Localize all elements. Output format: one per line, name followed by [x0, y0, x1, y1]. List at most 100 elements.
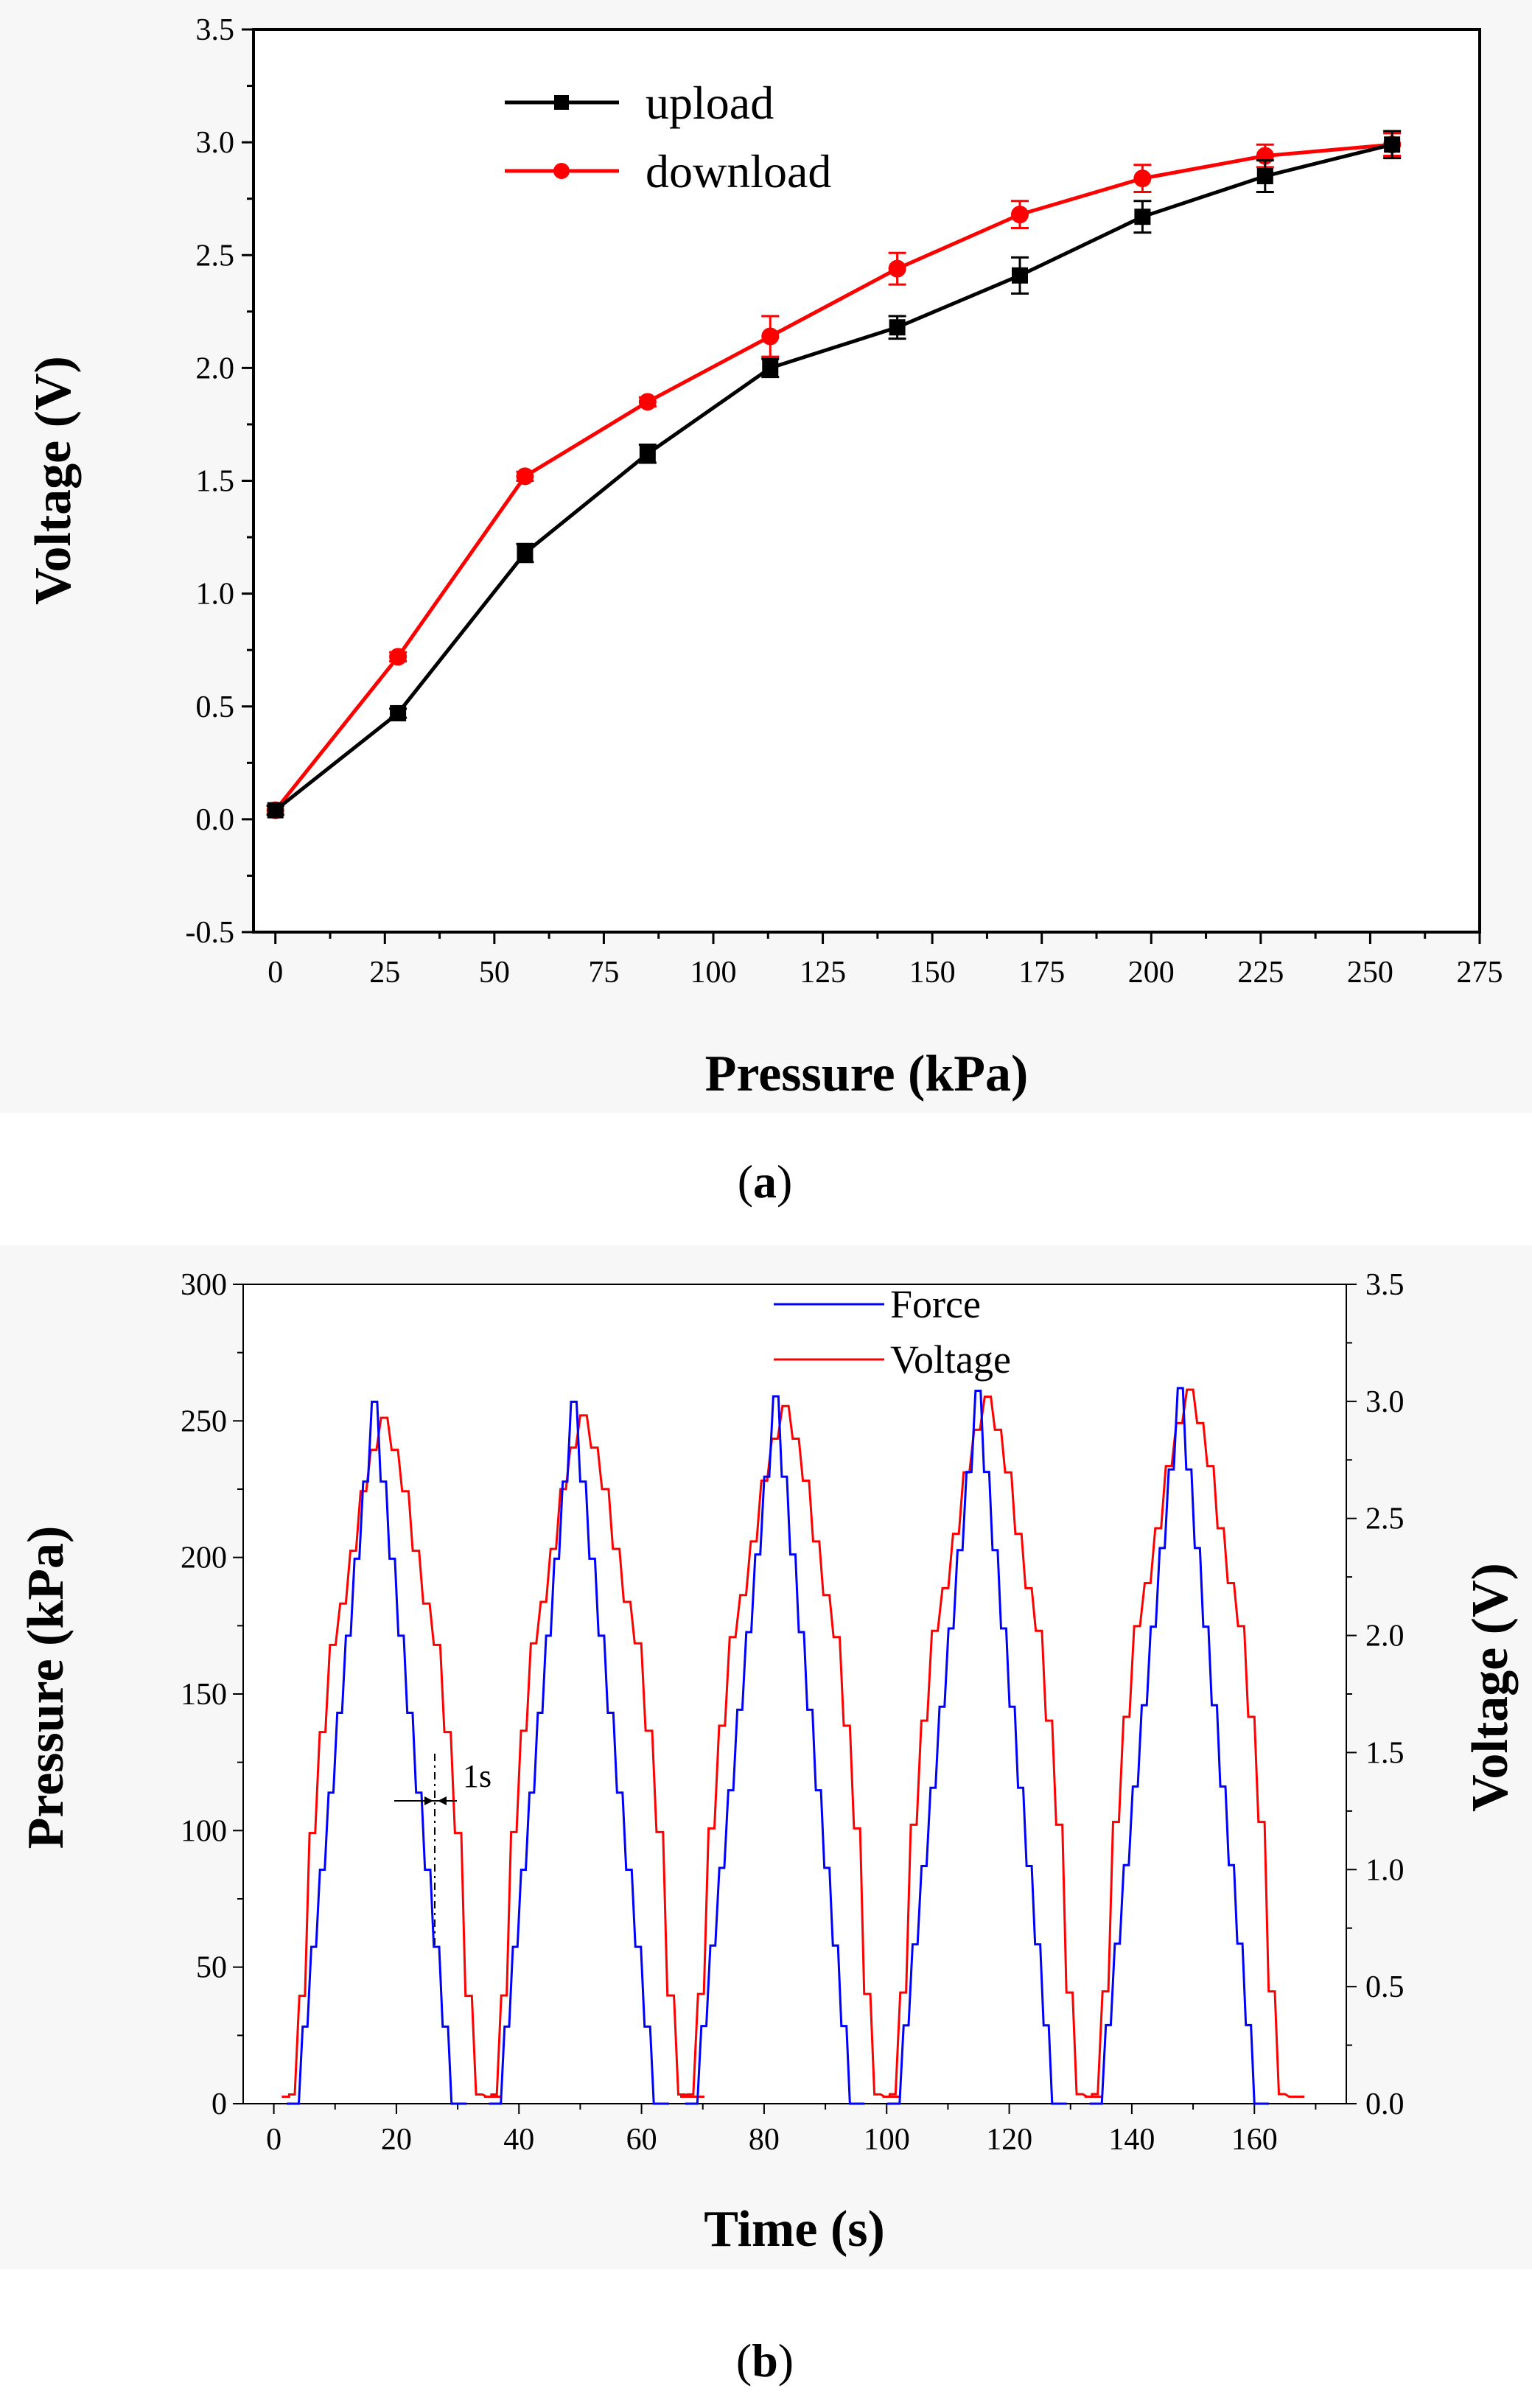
force-cycle: [1089, 1387, 1270, 2105]
point-upload: [1134, 209, 1151, 225]
annotation-label: 1s: [463, 1758, 492, 1794]
x-tick-label-b: 120: [986, 2123, 1032, 2157]
chart-b-y-axis-right-title: Voltage (V): [1462, 1563, 1519, 1812]
panel-label-a: (a): [738, 1155, 793, 1208]
y-tick-label-a: 2.0: [196, 351, 235, 385]
y-tick-label-a: -0.5: [186, 916, 235, 950]
force-cycle: [887, 1390, 1067, 2105]
point-upload: [1384, 136, 1401, 153]
force-cycle: [287, 1400, 467, 2105]
y-tick-label-a: 1.5: [196, 465, 235, 499]
chart-b-annotation: 1s: [394, 1754, 492, 1945]
chart-a-plot-area: [252, 28, 1481, 934]
point-upload: [390, 704, 407, 721]
y-right-tick-label-b: 0.0: [1365, 2087, 1405, 2121]
voltage-cycle: [679, 1404, 900, 2098]
x-tick-label-b: 60: [626, 2123, 657, 2157]
y-right-tick-label-b: 1.0: [1365, 1853, 1405, 1887]
chart-b-plot-area: [242, 1284, 1347, 2104]
chart-a: 0 25 50 75 100 125 150 175 200 225 250 275 -0.5 0.0 0.…: [0, 0, 1532, 1113]
y-right-tick-label-b: 3.0: [1365, 1385, 1405, 1419]
y-left-tick-label-b: 300: [181, 1268, 227, 1302]
chart-b-x-axis-title: Time (s): [704, 2201, 885, 2258]
x-tick-label-a: 0: [267, 956, 283, 990]
x-tick-label-a: 50: [479, 956, 510, 990]
force-cycle: [489, 1400, 670, 2105]
x-tick-label-b: 20: [381, 2123, 412, 2157]
x-tick-label-a: 175: [1018, 956, 1065, 990]
y-right-tick-label-b: 2.0: [1365, 1620, 1405, 1653]
point-upload: [267, 802, 284, 819]
y-left-tick-label-b: 0: [211, 2087, 227, 2121]
legend-upload-label: upload: [646, 77, 774, 129]
point-upload: [1256, 168, 1273, 185]
point-upload: [517, 545, 534, 561]
series-line-download: [273, 142, 1393, 812]
legend-force-label: Force: [890, 1282, 981, 1326]
x-tick-label-b: 140: [1108, 2123, 1155, 2157]
point-download: [638, 393, 657, 411]
x-tick-label-b: 40: [503, 2123, 534, 2157]
y-left-tick-label-b: 250: [181, 1404, 227, 1438]
y-tick-label-a: 0.5: [196, 690, 235, 724]
y-right-tick-label-b: 1.5: [1365, 1736, 1405, 1770]
point-download: [1011, 206, 1029, 224]
y-left-tick-label-b: 50: [196, 1951, 227, 1985]
legend-download-marker: [553, 163, 570, 179]
y-right-tick-label-b: 2.5: [1365, 1502, 1405, 1536]
x-tick-label-a: 75: [588, 956, 619, 990]
chart-a-legend: upload download: [505, 77, 831, 197]
point-upload: [889, 319, 906, 336]
chart-b-axes: 0 20 40 60 80 100 120 140 160 0 50 100 150 200 250 300 0…: [181, 1268, 1405, 2157]
x-tick-label-a: 200: [1128, 956, 1175, 990]
x-tick-label-b: 160: [1231, 2123, 1278, 2157]
chart-b-y-axis-left-title: Pressure (kPa): [18, 1526, 74, 1849]
legend-download-label: download: [646, 145, 831, 197]
x-tick-label-a: 125: [800, 956, 846, 990]
y-left-tick-label-b: 150: [181, 1678, 227, 1712]
voltage-cycle: [1084, 1388, 1305, 2098]
point-download: [761, 327, 780, 346]
x-tick-label-b: 0: [266, 2123, 281, 2157]
chart-a-y-axis-title: Voltage (V): [25, 356, 82, 605]
legend-voltage-label: Voltage: [890, 1337, 1011, 1382]
chart-b-legend: Force Voltage: [774, 1282, 1011, 1382]
annotation-arrow-right: [438, 1796, 447, 1805]
x-tick-label-a: 100: [690, 956, 737, 990]
force-cycle: [685, 1395, 865, 2105]
chart-b: 0 20 40 60 80 100 120 140 160 0 50 100 150 200 250 300 0…: [0, 1245, 1532, 2269]
panel-label-b: (b): [736, 2334, 794, 2387]
chart-a-series: [266, 130, 1402, 819]
chart-a-x-axis-title: Pressure (kPa): [705, 1046, 1029, 1102]
y-right-tick-label-b: 0.5: [1365, 1970, 1405, 2004]
chart-a-axes: 0 25 50 75 100 125 150 175 200 225 250 275 -0.5 0.0 0.…: [186, 13, 1503, 990]
y-tick-label-a: 0.0: [196, 803, 235, 837]
x-tick-label-a: 275: [1457, 956, 1503, 990]
x-tick-label-b: 100: [864, 2123, 910, 2157]
point-download: [516, 467, 534, 486]
series-line-upload: [274, 142, 1393, 812]
y-tick-label-a: 2.5: [196, 239, 235, 273]
voltage-cycle: [281, 1416, 503, 2098]
point-download: [389, 648, 408, 666]
point-upload: [639, 445, 656, 462]
annotation-arrow-left: [424, 1796, 433, 1805]
y-tick-label-a: 1.0: [196, 578, 235, 612]
voltage-cycle: [882, 1396, 1102, 2098]
x-tick-label-a: 25: [369, 956, 400, 990]
legend-upload-marker: [554, 95, 569, 110]
y-left-tick-label-b: 100: [181, 1814, 227, 1848]
y-tick-label-a: 3.5: [196, 13, 235, 47]
y-right-tick-label-b: 3.5: [1365, 1268, 1405, 1302]
y-left-tick-label-b: 200: [181, 1541, 227, 1575]
point-upload: [1012, 267, 1028, 284]
x-tick-label-a: 225: [1237, 956, 1284, 990]
y-tick-label-a: 3.0: [196, 126, 235, 160]
chart-b-series: [281, 1387, 1305, 2105]
voltage-cycle: [483, 1414, 705, 2098]
point-download: [888, 259, 906, 278]
x-tick-label-a: 150: [909, 956, 956, 990]
x-tick-label-a: 250: [1347, 956, 1393, 990]
point-download: [1133, 169, 1152, 188]
